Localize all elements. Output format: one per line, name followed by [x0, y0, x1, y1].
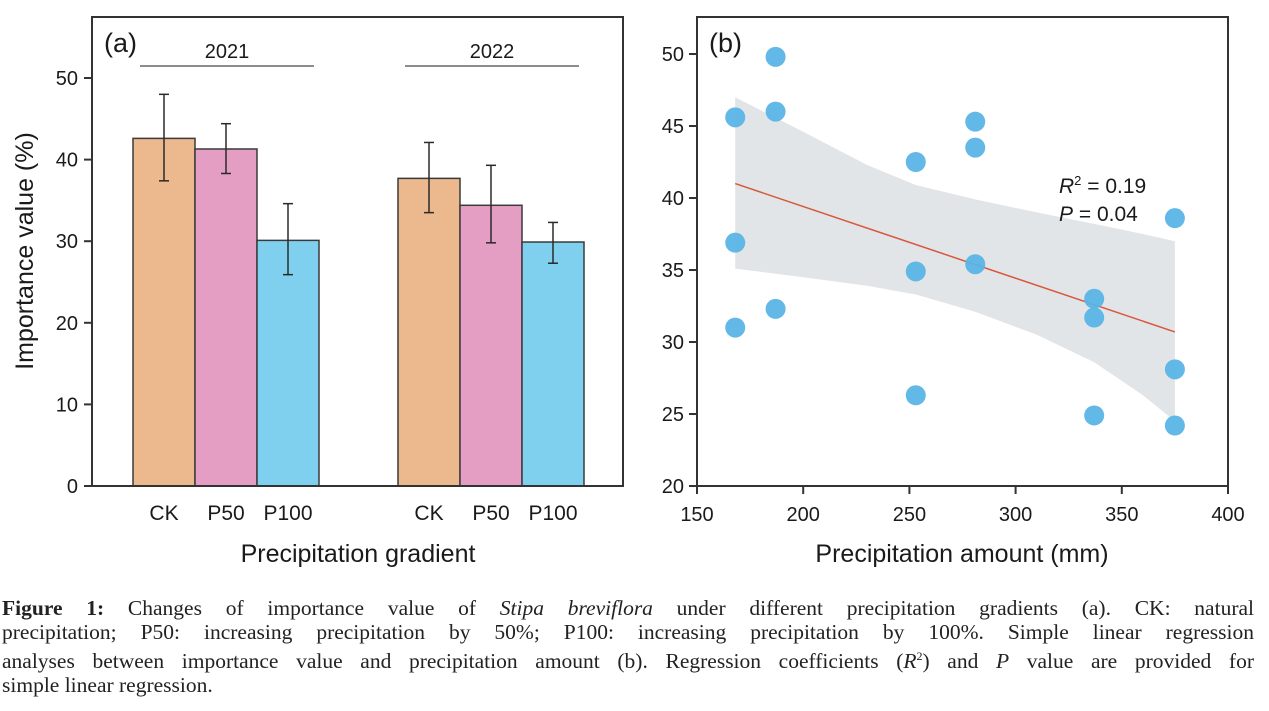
data-point: [1084, 288, 1105, 309]
caption-line-1: Figure 1: Changes of importance value of…: [2, 596, 1254, 620]
panel-label-b: (b): [709, 28, 742, 58]
y-tick-label: 30: [56, 231, 78, 253]
x-axis-label-b: Precipitation amount (mm): [815, 540, 1108, 568]
y-tick-label: 40: [56, 150, 78, 172]
data-point: [725, 107, 746, 128]
confidence-band: [735, 97, 1175, 422]
x-tick-label: 300: [999, 504, 1032, 526]
caption-text: Changes of importance value of: [104, 596, 500, 620]
data-point: [725, 232, 746, 253]
panel-label-a: (a): [104, 28, 137, 58]
x-tick-label: CK: [149, 502, 178, 525]
x-tick-label: P100: [263, 502, 312, 525]
caption-line-3: analyses between importance value and pr…: [2, 644, 1254, 673]
p-value-annotation: P = 0.04: [1059, 203, 1138, 226]
r-superscript: 2: [1074, 173, 1081, 188]
x-tick-label: CK: [414, 502, 443, 525]
r-symbol: R: [1059, 175, 1074, 198]
bar-2021-CK: [132, 137, 196, 487]
y-tick-label: 20: [56, 313, 78, 335]
x-tick-label: 200: [787, 504, 820, 526]
figure-caption: Figure 1: Changes of importance value of…: [2, 596, 1254, 697]
y-tick-label: 50: [56, 68, 78, 90]
data-point: [1164, 359, 1185, 380]
error-bar-2021-P50: [221, 122, 231, 175]
error-bar-2022-P50: [486, 164, 496, 244]
data-point: [965, 137, 986, 158]
plot-frame-b: [696, 16, 1229, 487]
plot-frame-a: [91, 16, 624, 487]
data-point: [765, 101, 786, 122]
error-bar-2022-P100: [548, 221, 558, 264]
x-tick-label: 350: [1105, 504, 1138, 526]
data-point: [1084, 405, 1105, 426]
x-tick-label: P50: [207, 502, 244, 525]
error-bar-2021-P100: [283, 202, 293, 276]
x-axis-label-a: Precipitation gradient: [241, 540, 476, 568]
x-tick-label: P50: [472, 502, 509, 525]
data-point: [905, 385, 926, 406]
group-label-2021: 2021: [205, 41, 250, 63]
bar-2022-CK: [397, 177, 461, 487]
bar-2021-P50: [194, 148, 258, 487]
y-axis-label-a: Importance value (%): [11, 132, 39, 370]
data-point: [965, 111, 986, 132]
caption-r: R: [903, 649, 917, 674]
data-point: [1164, 415, 1185, 436]
caption-text: ) and: [922, 649, 996, 674]
error-bar-2022-CK: [424, 141, 434, 214]
caption-r-sup: 2: [916, 649, 923, 663]
y-tick-label: 20: [662, 476, 684, 498]
y-tick-label: 30: [662, 332, 684, 354]
scatter-chart-panel-b: 20 25 30 35 40 45 50 150 200 250 300 350 400 (b) Pr…: [662, 16, 1245, 568]
y-tick-label: 45: [662, 116, 684, 138]
bar-2021-P100: [256, 239, 320, 487]
bar-2022-P50: [459, 204, 523, 487]
bar-2022-P100: [521, 241, 585, 487]
caption-line-2: precipitation; P50: increasing precipita…: [2, 620, 1254, 644]
data-point: [765, 298, 786, 319]
data-point: [905, 261, 926, 282]
data-point: [905, 152, 926, 172]
data-point: [1164, 208, 1185, 229]
y-tick-label: 40: [662, 188, 684, 210]
data-point: [1084, 307, 1105, 328]
y-tick-label: 50: [662, 44, 684, 66]
caption-text: analyses between importance value and pr…: [2, 649, 904, 674]
group-label-2022: 2022: [470, 41, 515, 63]
caption-text: under different precipitation gradients …: [652, 596, 1254, 620]
y-tick-label: 25: [662, 404, 684, 426]
regression-line: [734, 182, 1176, 333]
species-name: Stipa breviflora: [499, 596, 653, 620]
caption-p: P: [995, 649, 1010, 674]
r-squared-annotation: R2 = 0.19: [1059, 173, 1146, 198]
x-tick-label: 150: [680, 504, 713, 526]
y-tick-label: 35: [662, 260, 684, 282]
p-value: = 0.04: [1073, 203, 1138, 226]
y-tick-label: 0: [67, 476, 78, 498]
error-bar-2021-CK: [159, 93, 169, 182]
p-symbol: P: [1059, 203, 1073, 226]
x-tick-label: 400: [1211, 504, 1244, 526]
caption-text: value are provided for: [1009, 649, 1254, 674]
caption-label: Figure 1:: [2, 596, 105, 620]
x-tick-label: P100: [528, 502, 577, 525]
caption-line-4: simple linear regression.: [2, 673, 213, 698]
data-point: [965, 254, 986, 275]
data-point: [725, 317, 746, 338]
data-point: [765, 46, 786, 67]
y-tick-label: 10: [56, 394, 78, 416]
x-tick-label: 250: [893, 504, 926, 526]
r-squared-value: = 0.19: [1081, 175, 1146, 198]
